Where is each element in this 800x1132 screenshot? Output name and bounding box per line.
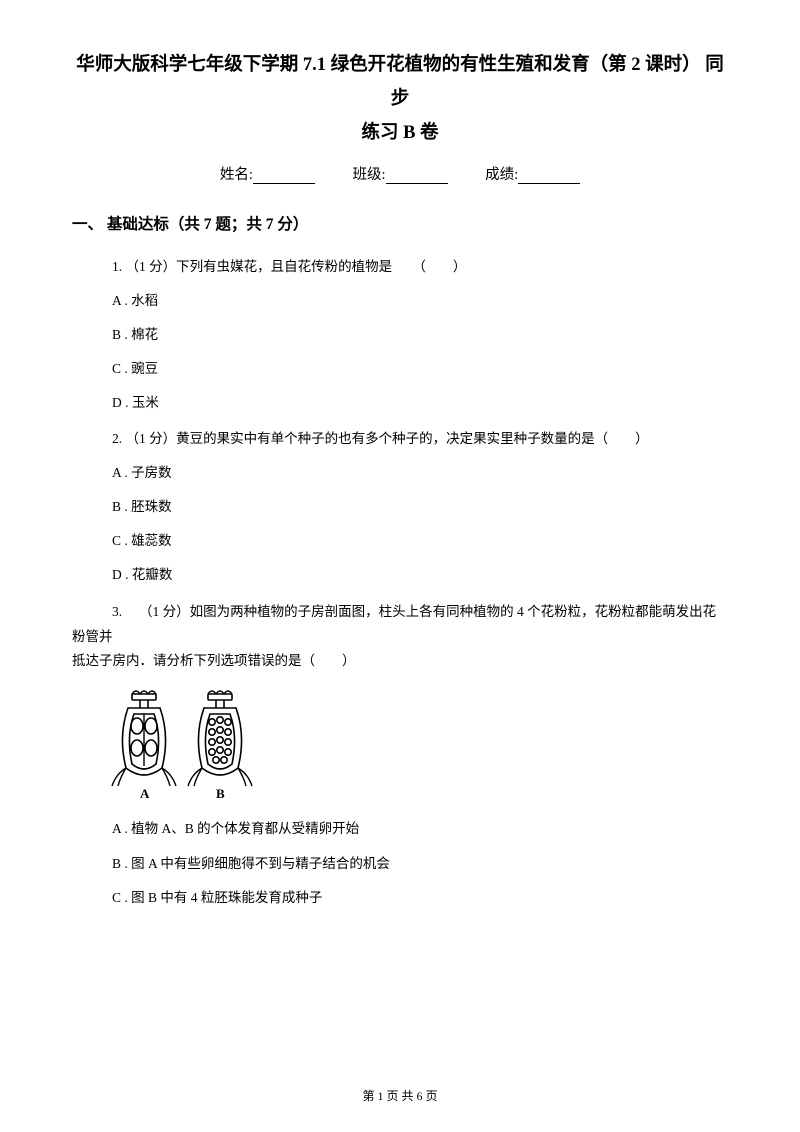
section-header: 一、 基础达标（共 7 题；共 7 分） <box>72 212 728 234</box>
q3-option-b: B . 图 A 中有些卵细胞得不到与精子结合的机会 <box>112 854 728 874</box>
q3-option-a: A . 植物 A、B 的个体发育都从受精卵开始 <box>112 819 728 839</box>
q3-option-c: C . 图 B 中有 4 粒胚珠能发育成种子 <box>112 888 728 908</box>
score-blank[interactable] <box>518 170 580 184</box>
class-label: 班级: <box>352 167 385 183</box>
q1-stem: 1. （1 分）下列有虫媒花，且自花传粉的植物是 （ ） <box>112 256 728 279</box>
q3-stem-part2: 抵达子房内．请分析下列选项错误的是（ ） <box>72 653 356 668</box>
q2-stem: 2. （1 分）黄豆的果实中有单个种子的也有多个种子的，决定果实里种子数量的是（… <box>112 428 728 451</box>
q2-option-d: D . 花瓣数 <box>112 565 728 585</box>
page-footer: 第 1 页 共 6 页 <box>0 1087 800 1104</box>
name-label: 姓名: <box>220 167 253 183</box>
q3-stem: 3. （1 分）如图为两种植物的子房剖面图，柱头上各有同种植物的 4 个花粉粒，… <box>72 600 728 675</box>
q2-option-b: B . 胚珠数 <box>112 497 728 517</box>
page-title: 华师大版科学七年级下学期 7.1 绿色开花植物的有性生殖和发育（第 2 课时） … <box>72 48 728 151</box>
q1-option-b: B . 棉花 <box>112 325 728 345</box>
diagram-label-a: A <box>140 786 150 801</box>
student-info: 姓名: 班级: 成绩: <box>72 163 728 184</box>
q1-option-c: C . 豌豆 <box>112 359 728 379</box>
q1-option-d: D . 玉米 <box>112 393 728 413</box>
diagram-label-b: B <box>216 786 225 801</box>
q1-option-a: A . 水稻 <box>112 291 728 311</box>
score-label: 成绩: <box>485 167 518 183</box>
class-blank[interactable] <box>386 170 448 184</box>
title-line-1: 华师大版科学七年级下学期 7.1 绿色开花植物的有性生殖和发育（第 2 课时） … <box>72 48 728 116</box>
ovary-diagram: A B <box>102 686 728 801</box>
title-line-2: 练习 B 卷 <box>72 116 728 150</box>
name-blank[interactable] <box>253 170 315 184</box>
q3-stem-part1: 3. （1 分）如图为两种植物的子房剖面图，柱头上各有同种植物的 4 个花粉粒，… <box>72 604 716 644</box>
q2-option-c: C . 雄蕊数 <box>112 531 728 551</box>
q2-option-a: A . 子房数 <box>112 463 728 483</box>
